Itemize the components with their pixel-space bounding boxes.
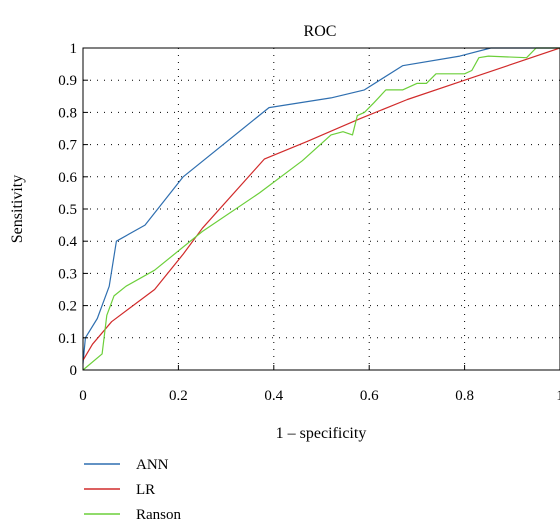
y-tick-label: 0.4 [58,234,77,250]
chart-title: ROC [304,23,337,40]
legend: ANN LR Ranson [84,457,182,523]
x-tick-label: 0.2 [169,388,188,404]
x-tick-label: 1 [556,388,560,404]
x-axis-label: 1 – specificity [276,425,367,442]
x-tick-label: 0 [79,388,87,404]
y-tick-label: 0.9 [58,73,77,89]
tick-layer: 0 0.2 0.4 0.6 0.8 1 0 0.1 0.2 0.3 0.4 0.5 0.6 0.7 0.8 0… [58,41,560,404]
y-tick-label: 0.8 [58,105,77,121]
series-line-ranson [82,47,560,371]
x-tick-label: 0.6 [360,388,379,404]
series-layer [82,47,560,371]
y-tick-label: 0.2 [58,299,77,315]
series-line-lr [82,47,560,361]
grid-layer [83,48,560,370]
y-tick-label: 1 [70,41,78,57]
y-axis-label: Sensitivity [9,175,26,243]
legend-label-ranson: Ranson [136,507,182,523]
x-tick-label: 0.8 [455,388,474,404]
y-tick-label: 0.1 [58,331,77,347]
legend-label-lr: LR [136,482,155,498]
legend-label-ann: ANN [136,457,169,473]
y-tick-label: 0.6 [58,170,77,186]
y-tick-label: 0.3 [58,266,77,282]
y-tick-label: 0 [70,363,78,379]
y-tick-label: 0.5 [58,202,77,218]
series-line-ann [82,47,560,364]
y-tick-label: 0.7 [58,138,77,154]
x-tick-label: 0.4 [264,388,283,404]
